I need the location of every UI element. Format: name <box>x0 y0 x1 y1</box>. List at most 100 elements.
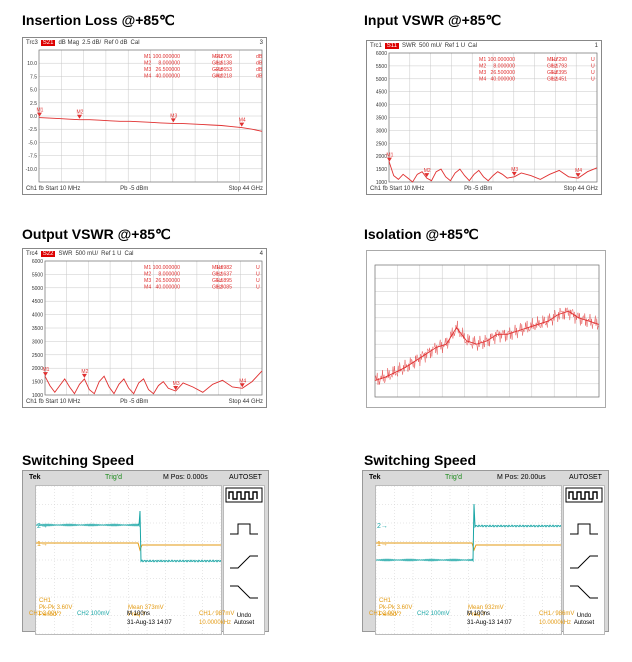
marker-readout: M3 <box>144 67 151 73</box>
marker-readout: U <box>256 278 260 284</box>
scope-1-topbar: Tek Trig'd M Pos: 0.000s AUTOSET <box>23 471 268 484</box>
marker-readout: U <box>591 70 595 76</box>
input-vswr-footer: Ch1 fb Start 10 MHz Pb -5 dBm Stop 44 GH… <box>370 186 598 192</box>
scope-1-trig: Trig'd <box>105 474 123 481</box>
scope-2: Tek Trig'd M Pos: 20.00us AUTOSET 2→ 1→ C… <box>362 470 609 635</box>
marker-label: M3 <box>173 381 180 387</box>
y-tick-label: -7.5 <box>28 154 37 160</box>
y-tick-label: 5.0 <box>30 88 37 94</box>
marker-label: M1 <box>36 108 43 114</box>
marker-readout: 8.000000 <box>158 61 180 67</box>
scope-2-rising-edge-icon[interactable] <box>570 555 598 569</box>
y-tick-label: 6000 <box>32 259 43 265</box>
insertion-loss-footer: Ch1 fb Start 10 MHz Pb -5 dBm Stop 44 GH… <box>26 186 263 192</box>
marker-readout: dB <box>256 74 263 80</box>
marker-readout: 40.000000 <box>155 74 180 80</box>
y-tick-label: -2.5 <box>28 127 37 133</box>
ch1-marker: 1→ <box>37 541 48 548</box>
marker-label: M3 <box>511 167 518 173</box>
output-vswr-footer: Ch1 fb Start 10 MHz Pb -5 dBm Stop 44 GH… <box>26 399 263 405</box>
marker-readout: 26.500000 <box>155 67 180 73</box>
scope-1-bottom: CH1 2.00V CH2 100mV M 100ns CH1 ∕ 987mV … <box>29 611 235 626</box>
marker-label: M4 <box>239 378 246 384</box>
marker-readout: M3 <box>144 278 151 284</box>
marker-triangle <box>170 118 176 123</box>
marker-readout: 1.2395 <box>551 70 567 76</box>
plot-frame <box>38 49 263 183</box>
marker-readout: 8.000000 <box>158 272 180 278</box>
trace-line <box>374 310 600 381</box>
marker-readout: GHz <box>212 285 223 291</box>
scope-2-falling-edge-icon[interactable] <box>570 585 598 599</box>
plot-frame <box>388 52 598 183</box>
marker-readout: U <box>591 77 595 83</box>
input-vswr-header: Trc1 S11 SWR 500 mU/Ref 1 U Cal 1 <box>370 43 598 49</box>
y-tick-label: 5500 <box>32 272 43 278</box>
y-tick-label: 4000 <box>376 103 387 109</box>
marker-readout: M1 <box>144 54 151 60</box>
marker-readout: GHz <box>212 61 223 67</box>
scope-1-pulse-icon[interactable] <box>230 523 258 535</box>
scope-2-brand: Tek <box>369 474 381 481</box>
y-tick-label: 4500 <box>32 299 43 305</box>
marker-readout: GHz <box>547 64 558 70</box>
marker-readout: -2.8653 <box>214 67 232 73</box>
scope-2-undo-button[interactable]: Undo Autoset <box>573 613 595 626</box>
output-vswr-chart: 6000 5500 5000 4500 4000 3500 3000 2500 2000 1500… <box>32 259 263 399</box>
ch2-waveform <box>375 503 562 563</box>
marker-readout: 1.1637 <box>216 272 232 278</box>
isolation-plot <box>366 250 606 408</box>
marker-readout: 1.3085 <box>216 285 232 291</box>
marker-readout: U <box>591 57 595 63</box>
input-vswr-plot: Trc1 S11 SWR 500 mU/Ref 1 U Cal 1 6000 5500 500… <box>366 40 602 195</box>
plot-frame <box>44 260 263 396</box>
marker-readout: 100.000000 <box>153 265 181 271</box>
y-tick-label: 3000 <box>32 339 43 345</box>
scope-1-autoset-icons <box>225 487 263 599</box>
marker-triangle <box>424 173 430 178</box>
y-tick-label: 2000 <box>376 154 387 160</box>
marker-readout: 1.1895 <box>216 278 232 284</box>
switching-speed-title-1: Switching Speed <box>22 452 135 468</box>
scope-2-autoset-icons <box>565 487 603 599</box>
ch1-waveform <box>376 542 561 552</box>
trace-line <box>38 117 263 132</box>
marker-triangle <box>575 173 581 178</box>
marker-readout: 1.1793 <box>551 64 567 70</box>
marker-triangle <box>42 372 48 377</box>
marker-readout: dB <box>256 61 263 67</box>
marker-label: M4 <box>239 118 246 124</box>
output-vswr-title: Output VSWR @+85℃ <box>22 226 171 242</box>
isolation-chart <box>374 264 600 398</box>
scope-1: Tek Trig'd M Pos: 0.000s AUTOSET 2→ 1→ CH… <box>22 470 269 635</box>
marker-readout: MHz <box>212 54 223 60</box>
scope-1-mean: Mean 373mV Freq ? <box>128 605 164 618</box>
scope-1-ch1-stats: CH1 Pk-Pk 3.60V Period ? <box>39 598 73 618</box>
marker-readout: 26.500000 <box>490 70 515 76</box>
y-tick-label: 2500 <box>32 353 43 359</box>
scope-1-brand: Tek <box>29 474 41 481</box>
marker-readout: GHz <box>212 67 223 73</box>
plot-frame <box>374 264 600 398</box>
y-tick-label: 6000 <box>376 51 387 57</box>
marker-readout: M4 <box>144 74 151 80</box>
scope-1-screen: 2→ 1→ CH1 Pk-Pk 3.60V Period ? Mean 373mV Fr… <box>35 485 222 635</box>
isolation-title: Isolation @+85℃ <box>364 226 479 242</box>
y-tick-label: 5500 <box>376 64 387 70</box>
output-vswr-plot: Trc4 S22 SWR 500 mU/Ref 1 U Cal 4 6000 5500 500… <box>22 248 267 408</box>
marker-label: M3 <box>170 113 177 119</box>
ch2-waveform <box>35 510 222 563</box>
marker-readout: M2 <box>479 64 486 70</box>
scope-1-waveforms: 2→ 1→ <box>35 485 222 635</box>
scope-1-undo-button[interactable]: Undo Autoset <box>233 613 255 626</box>
scope-2-ch1-stats: CH1 Pk-Pk 3.60V Period ? <box>379 598 413 618</box>
marker-readout: 100.000000 <box>153 54 181 60</box>
scope-1-falling-edge-icon[interactable] <box>230 585 258 599</box>
output-vswr-header: Trc4 S22 SWR 500 mU/Ref 1 U Cal 4 <box>26 251 263 257</box>
marker-readout: GHz <box>547 70 558 76</box>
y-tick-label: 4000 <box>32 313 43 319</box>
scope-1-rising-edge-icon[interactable] <box>230 555 258 569</box>
marker-readout: M1 <box>479 57 486 63</box>
scope-2-pulse-icon[interactable] <box>570 523 598 535</box>
marker-label: M2 <box>81 369 88 375</box>
